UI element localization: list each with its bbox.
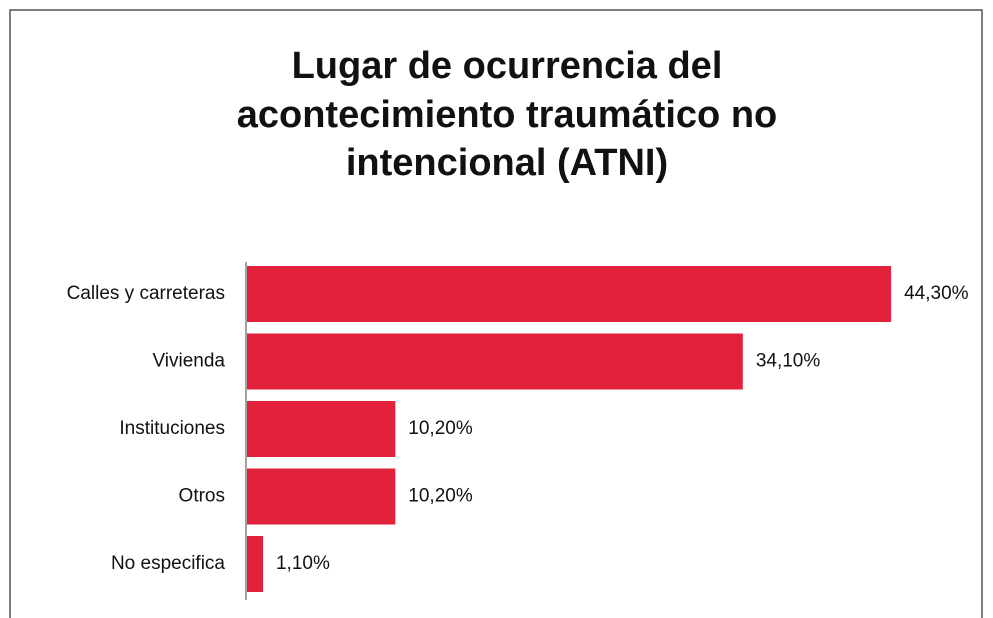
bar xyxy=(247,401,396,457)
bar xyxy=(247,266,892,322)
bar xyxy=(247,468,396,525)
data-label: 44,30% xyxy=(904,283,969,304)
frame xyxy=(9,9,983,618)
chart-title: intencional (ATNI) xyxy=(346,142,668,184)
bar xyxy=(247,333,743,390)
y-tick-label: Otros xyxy=(179,486,225,507)
bar xyxy=(247,536,263,592)
data-label: 10,20% xyxy=(408,418,473,439)
chart-title: acontecimiento traumático no xyxy=(237,94,778,136)
chart-title: Lugar de ocurrencia del xyxy=(292,45,723,87)
y-tick-label: No especifica xyxy=(111,553,225,574)
data-label: 1,10% xyxy=(276,553,330,574)
data-label: 10,20% xyxy=(408,486,473,507)
y-tick-label: Instituciones xyxy=(119,418,225,439)
data-label: 34,10% xyxy=(756,351,821,372)
y-tick-label: Vivienda xyxy=(152,351,225,372)
y-tick-label: Calles y carreteras xyxy=(67,283,225,304)
